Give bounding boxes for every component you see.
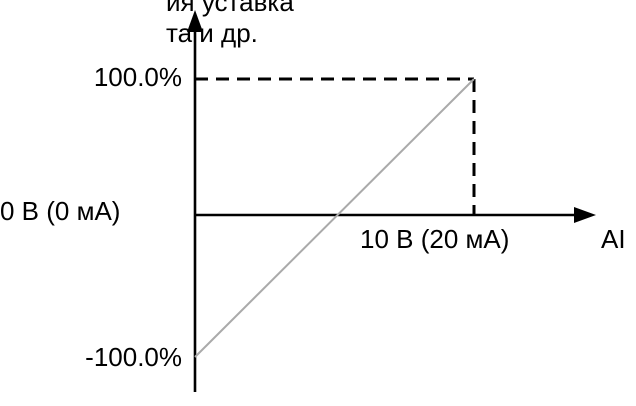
y-label-min: -100.0% (85, 342, 182, 372)
characteristic-line (194, 78, 475, 358)
header-line-2: та и др. (166, 18, 258, 48)
header-line-1: ия уставка (166, 0, 294, 17)
x-axis-arrow (574, 207, 596, 223)
x-axis-title: AI (601, 224, 626, 254)
x-label-max: 10 В (20 мА) (360, 224, 510, 254)
x-label-origin: 0 В (0 мА) (0, 196, 121, 226)
y-axis-arrow (187, 10, 203, 32)
y-label-max: 100.0% (93, 62, 182, 92)
